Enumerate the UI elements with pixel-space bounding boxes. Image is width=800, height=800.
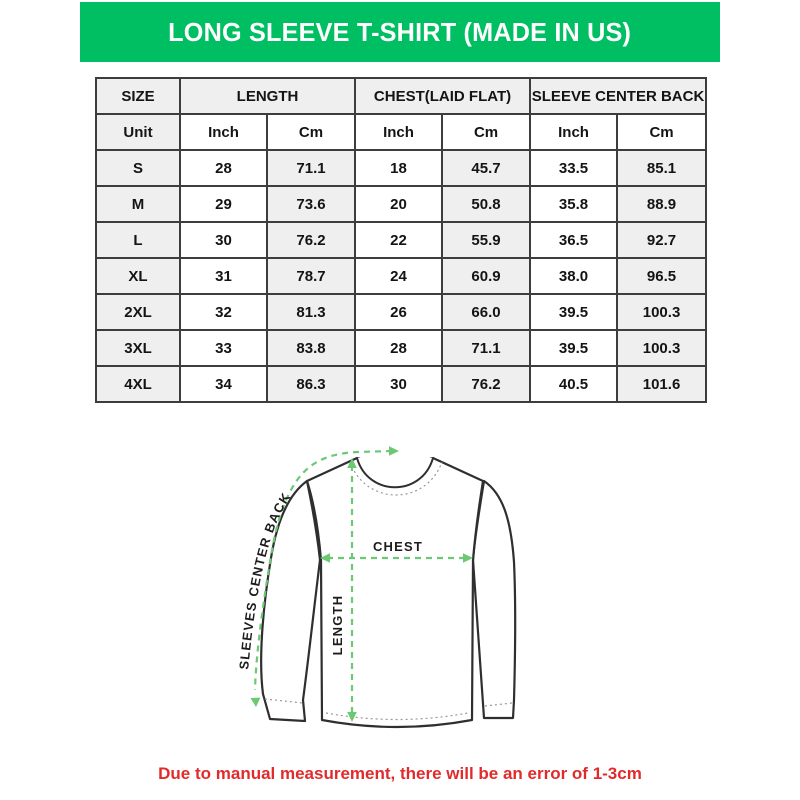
value-cell: 92.7	[616, 221, 708, 259]
value-cell: 76.2	[441, 365, 532, 403]
value-cell: 71.1	[265, 149, 357, 187]
value-cell: 31	[179, 257, 268, 295]
value-cell: 22	[354, 221, 444, 259]
size-cell: XL	[95, 257, 181, 295]
title-banner: LONG SLEEVE T-SHIRT (MADE IN US)	[80, 2, 720, 62]
hem-stitch-line	[325, 712, 469, 721]
unit-cell: Cm	[265, 113, 357, 151]
table-row: S 28 71.1 18 45.7 33.5 85.1	[95, 149, 708, 187]
unit-cell: Inch	[529, 113, 619, 151]
value-cell: 20	[354, 185, 444, 223]
unit-cell: Inch	[354, 113, 444, 151]
unit-cell: Inch	[179, 113, 268, 151]
tshirt-collar	[356, 457, 434, 489]
sleeve-arrowhead-top	[389, 446, 399, 456]
value-cell: 71.1	[441, 329, 532, 367]
length-arrowhead-bottom	[347, 712, 357, 722]
value-cell: 32	[179, 293, 268, 331]
value-cell: 38.0	[529, 257, 619, 295]
size-cell: 3XL	[95, 329, 181, 367]
page-title: LONG SLEEVE T-SHIRT (MADE IN US)	[168, 16, 632, 47]
value-cell: 18	[354, 149, 444, 187]
value-cell: 30	[354, 365, 444, 403]
value-cell: 39.5	[529, 329, 619, 367]
value-cell: 35.8	[529, 185, 619, 223]
table-row: L 30 76.2 22 55.9 36.5 92.7	[95, 221, 708, 259]
value-cell: 29	[179, 185, 268, 223]
size-cell: S	[95, 149, 181, 187]
value-cell: 40.5	[529, 365, 619, 403]
tshirt-right-sleeve	[471, 479, 517, 720]
value-cell: 76.2	[265, 221, 357, 259]
table-row: M 29 73.6 20 50.8 35.8 88.9	[95, 185, 708, 223]
sleeve-arrow	[250, 446, 399, 707]
value-cell: 100.3	[616, 293, 708, 331]
table-unit-row: Unit Inch Cm Inch Cm Inch Cm	[95, 113, 708, 151]
size-table: SIZE LENGTH CHEST(LAID FLAT) SLEEVE CENT…	[95, 77, 708, 403]
unit-cell: Cm	[616, 113, 708, 151]
col-group-chest: CHEST(LAID FLAT)	[354, 77, 532, 115]
length-arrowhead-top	[347, 458, 357, 468]
collar-stitch-line	[349, 461, 443, 496]
size-cell: 2XL	[95, 293, 181, 331]
tshirt-body-outline	[305, 456, 485, 729]
table-row: 3XL 33 83.8 28 71.1 39.5 100.3	[95, 329, 708, 367]
sleeve-arrowhead-bottom	[250, 697, 261, 707]
chest-label: CHEST	[373, 539, 423, 554]
size-cell: L	[95, 221, 181, 259]
value-cell: 36.5	[529, 221, 619, 259]
value-cell: 86.3	[265, 365, 357, 403]
value-cell: 101.6	[616, 365, 708, 403]
chest-arrowhead-right	[463, 553, 473, 563]
value-cell: 45.7	[441, 149, 532, 187]
left-cuff-stitch-line	[264, 698, 304, 704]
value-cell: 34	[179, 365, 268, 403]
value-cell: 33.5	[529, 149, 619, 187]
table-group-header-row: SIZE LENGTH CHEST(LAID FLAT) SLEEVE CENT…	[95, 77, 708, 115]
size-cell: 4XL	[95, 365, 181, 403]
value-cell: 78.7	[265, 257, 357, 295]
value-cell: 28	[354, 329, 444, 367]
value-cell: 81.3	[265, 293, 357, 331]
chest-arrow	[320, 553, 473, 563]
value-cell: 96.5	[616, 257, 708, 295]
table-row: XL 31 78.7 24 60.9 38.0 96.5	[95, 257, 708, 295]
value-cell: 28	[179, 149, 268, 187]
col-group-sleeve: SLEEVE CENTER BACK	[529, 77, 708, 115]
value-cell: 50.8	[441, 185, 532, 223]
value-cell: 83.8	[265, 329, 357, 367]
unit-row-label: Unit	[95, 113, 181, 151]
value-cell: 24	[354, 257, 444, 295]
value-cell: 60.9	[441, 257, 532, 295]
length-label: LENGTH	[330, 595, 345, 656]
value-cell: 55.9	[441, 221, 532, 259]
chest-arrowhead-left	[320, 553, 330, 563]
value-cell: 100.3	[616, 329, 708, 367]
col-group-size: SIZE	[95, 77, 181, 115]
value-cell: 30	[179, 221, 268, 259]
length-arrow	[347, 458, 357, 722]
value-cell: 26	[354, 293, 444, 331]
value-cell: 85.1	[616, 149, 708, 187]
col-group-length: LENGTH	[178, 77, 357, 115]
measurement-error-note: Due to manual measurement, there will be…	[158, 764, 642, 783]
value-cell: 88.9	[616, 185, 708, 223]
value-cell: 66.0	[441, 293, 532, 331]
table-row: 2XL 32 81.3 26 66.0 39.5 100.3	[95, 293, 708, 331]
table-row: 4XL 34 86.3 30 76.2 40.5 101.6	[95, 365, 708, 403]
value-cell: 73.6	[265, 185, 357, 223]
value-cell: 39.5	[529, 293, 619, 331]
size-cell: M	[95, 185, 181, 223]
unit-cell: Cm	[441, 113, 532, 151]
value-cell: 33	[179, 329, 268, 367]
